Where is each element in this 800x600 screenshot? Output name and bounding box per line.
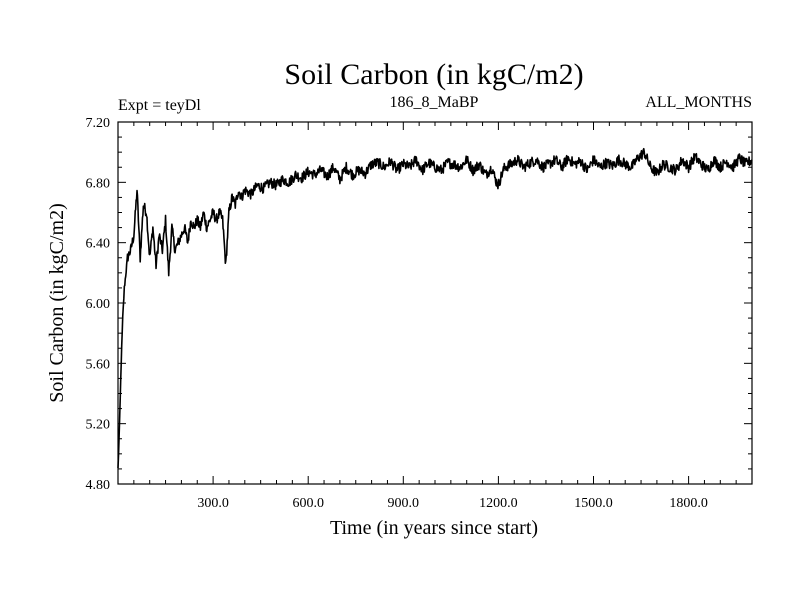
x-tick-label: 300.0	[197, 496, 229, 511]
y-tick-label: 4.80	[86, 478, 111, 493]
y-axis-ticks: 4.80 5.20 5.60 6.00 6.40 6.80 7.20	[86, 116, 752, 493]
y-tick-label: 5.20	[86, 418, 111, 433]
x-axis-ticks: 300.0 600.0 900.0 1200.0 1500.0 1800.0	[197, 122, 708, 511]
y-tick-label: 5.60	[86, 357, 111, 372]
x-tick-label: 1500.0	[574, 496, 613, 511]
y-tick-label: 6.40	[86, 237, 111, 252]
x-tick-label: 1800.0	[669, 496, 708, 511]
plot-frame	[117, 121, 753, 485]
y-tick-label: 7.20	[86, 116, 111, 131]
chart-title: Soil Carbon (in kgC/m2)	[284, 58, 583, 91]
period-label: 186_8_MaBP	[390, 94, 479, 111]
y-axis-minor-ticks	[118, 136, 752, 470]
soil-carbon-series-line	[117, 147, 753, 469]
x-tick-label: 600.0	[292, 496, 324, 511]
x-tick-label: 900.0	[388, 496, 420, 511]
x-axis-minor-ticks	[133, 122, 737, 484]
months-label: ALL_MONTHS	[645, 94, 752, 111]
experiment-label: Expt = teyDl	[118, 97, 201, 114]
series-layer	[117, 147, 753, 469]
y-axis-label: Soil Carbon (in kgC/m2)	[46, 203, 68, 402]
y-tick-label: 6.80	[86, 176, 111, 191]
x-tick-label: 1200.0	[479, 496, 518, 511]
y-tick-label: 6.00	[86, 297, 111, 312]
x-axis-label: Time (in years since start)	[330, 517, 538, 539]
